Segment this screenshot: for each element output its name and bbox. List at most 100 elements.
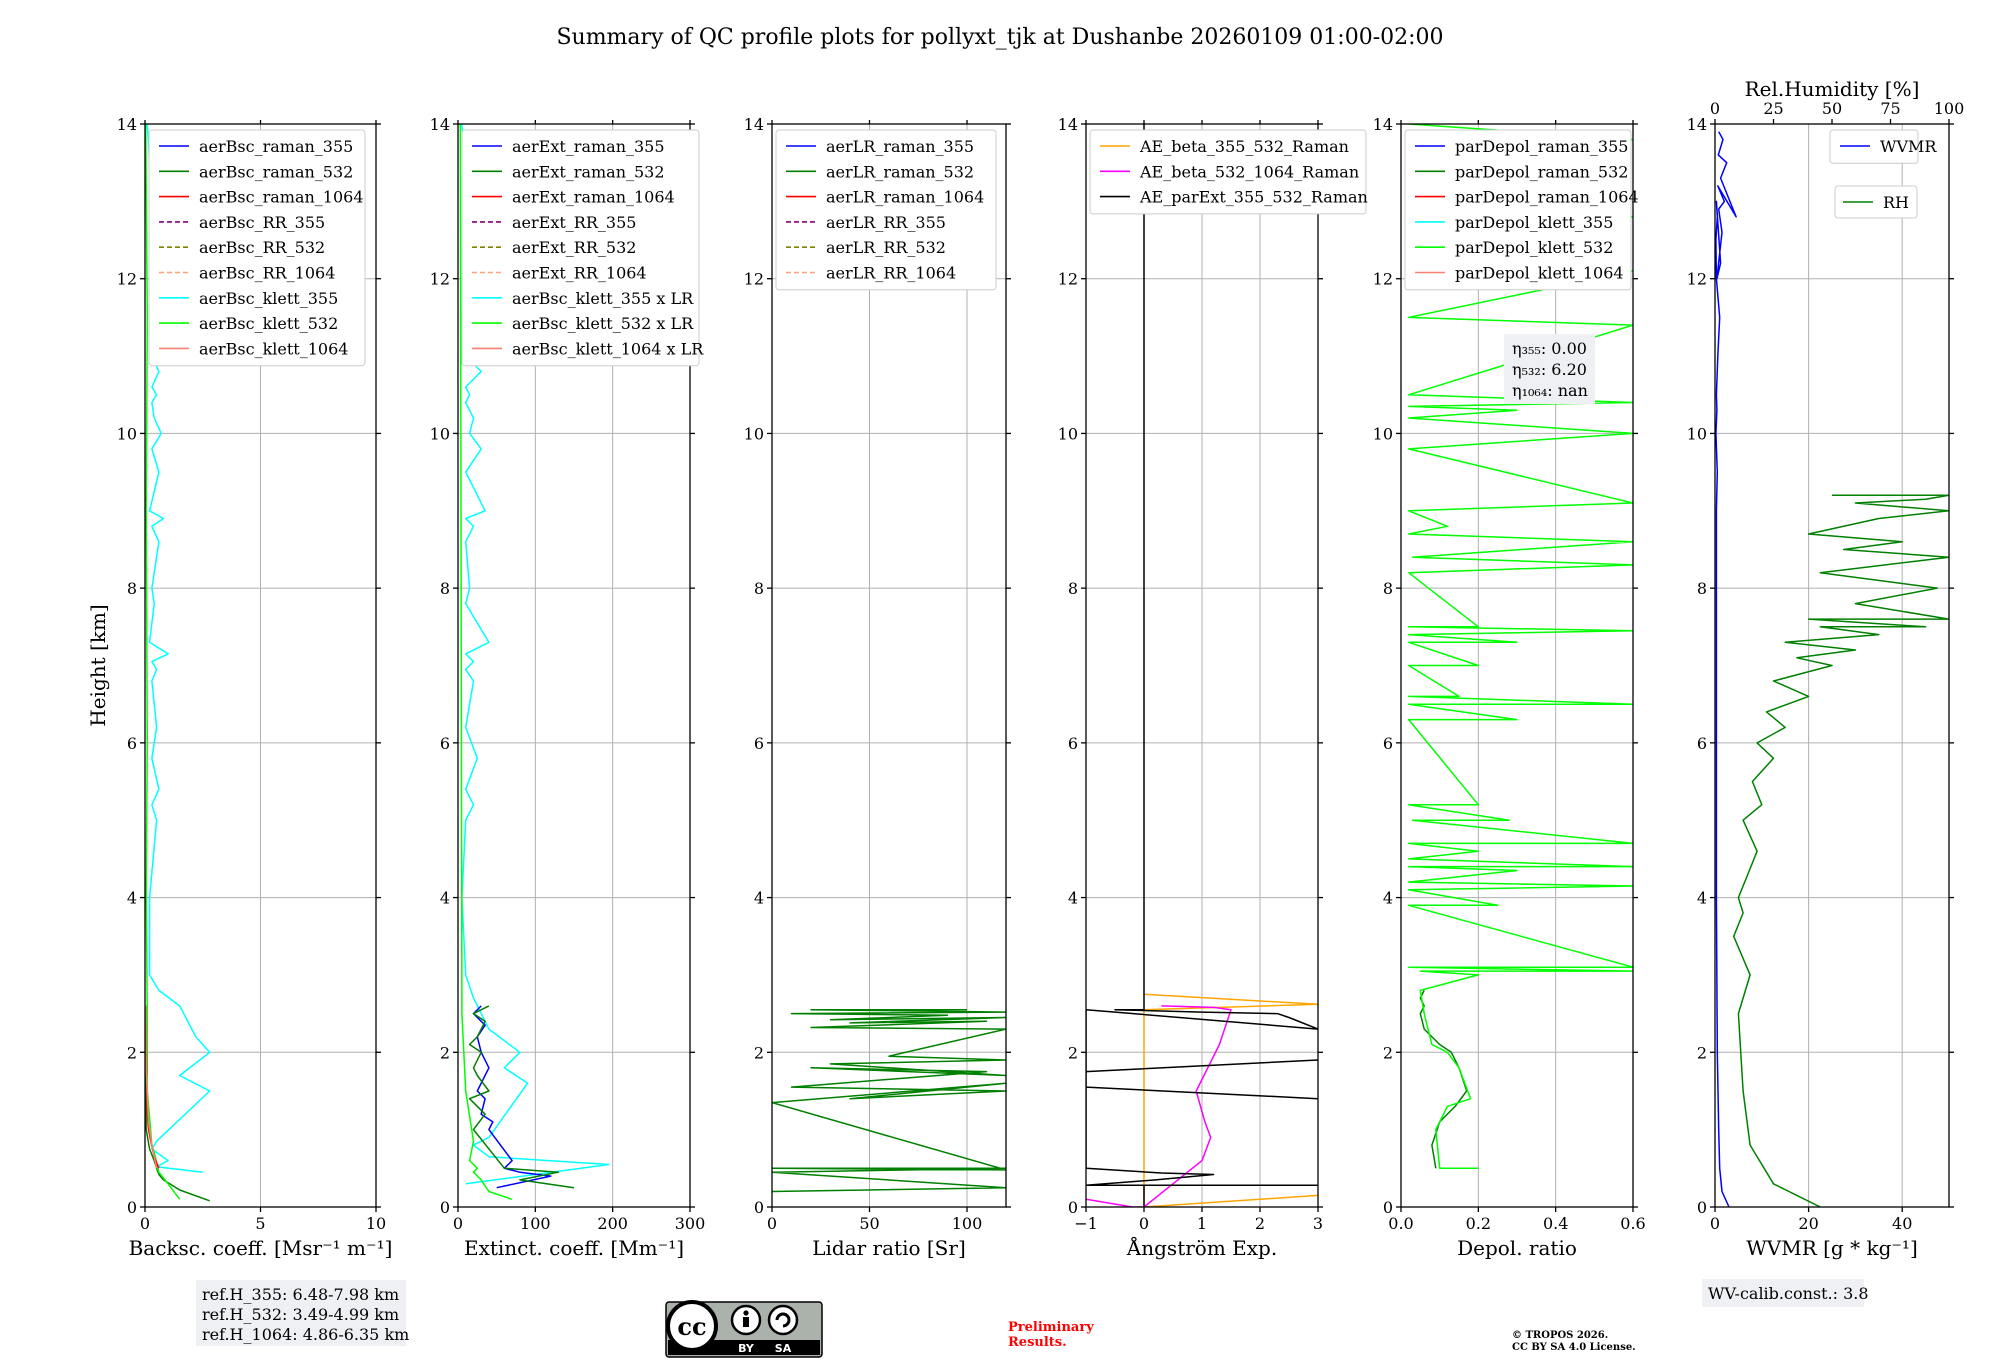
- legend-entry: aerBsc_klett_1064 x LR: [512, 339, 704, 358]
- legend-entry: aerBsc_raman_355: [199, 137, 353, 156]
- x-tick-label: 20: [1798, 1214, 1818, 1233]
- series-parDepol_klett_532: [1407, 124, 1633, 1170]
- x-tick-label: 0: [140, 1214, 150, 1233]
- panel-ext: 0 100 200 300 0 2 4 6 8 10 12 14 Extinct. coeff. [Mm…: [430, 115, 706, 1260]
- legend-entry: aerExt_raman_1064: [512, 188, 675, 207]
- ref-height-355: ref.H_355: 6.48-7.98 km: [202, 1285, 399, 1304]
- sa-logo-text: SA: [775, 1342, 792, 1355]
- series-group: [1086, 124, 1318, 1207]
- legend-entry: aerBsc_RR_532: [199, 238, 325, 257]
- legend-entry: aerLR_raman_1064: [826, 188, 984, 207]
- preliminary-label-2: Results.: [1008, 1335, 1067, 1350]
- legend-entry: aerExt_RR_355: [512, 213, 636, 232]
- y-tick-label: 6: [1383, 734, 1393, 753]
- y-tick-label: 12: [430, 270, 450, 289]
- legend-entry: aerExt_raman_355: [512, 137, 665, 156]
- panel-lr: 0 50 100 0 2 4 6 8 10 12 14 Lidar ratio [Sr] aerLR_r…: [744, 115, 1011, 1260]
- by-logo-text: BY: [738, 1342, 755, 1355]
- cc-by-sa-logo: cc BY SA: [665, 1300, 823, 1358]
- legend-entry: WVMR: [1880, 137, 1937, 156]
- series-WVMR: [1715, 131, 1737, 1207]
- y-axis-label: Height [km]: [86, 604, 110, 726]
- legend: parDepol_raman_355 parDepol_raman_532 parD…: [1404, 129, 1639, 291]
- y-tick-label: 2: [440, 1043, 450, 1062]
- y-tick-label: 0: [1068, 1198, 1078, 1217]
- legend-entry: aerBsc_klett_532: [199, 314, 338, 333]
- x2-axis-label: Rel.Humidity [%]: [1745, 77, 1920, 101]
- series-aerBsc_klett_355 x LR: [461, 124, 610, 1185]
- y-tick-label: 6: [754, 734, 764, 753]
- y-tick-label: 12: [117, 270, 137, 289]
- legend-entry: parDepol_raman_355: [1455, 137, 1628, 156]
- y-tick-label: 14: [117, 115, 137, 134]
- x-tick-label: 0: [453, 1214, 463, 1233]
- y-tick-label: 14: [1373, 115, 1393, 134]
- eta-value: η₃₅₅: 0.00: [1512, 339, 1587, 358]
- y-tick-label: 4: [1068, 889, 1078, 908]
- figure-title: Summary of QC profile plots for pollyxt_…: [556, 25, 1443, 50]
- legend-entry: AE_beta_532_1064_Raman: [1139, 162, 1359, 181]
- series-AE_beta_532_1064_Raman: [1086, 1005, 1232, 1207]
- legend-entry: aerExt_RR_1064: [512, 264, 647, 283]
- eta-box: [1504, 334, 1595, 404]
- y-tick-label: 2: [1383, 1043, 1393, 1062]
- y-tick-label: 4: [1383, 889, 1393, 908]
- legend: aerLR_raman_355 aerLR_raman_532 aerLR_rama…: [775, 129, 997, 291]
- wv-calibration-box: WV-calib.const.: 3.8: [1702, 1279, 1869, 1307]
- plot-frame: [457, 123, 691, 1208]
- y-tick-label: 2: [754, 1043, 764, 1062]
- legend-entry: aerBsc_RR_1064: [199, 264, 335, 283]
- x-tick-label: 0: [1710, 1214, 1720, 1233]
- x-tick-label: 0: [767, 1214, 777, 1233]
- y-tick-label: 4: [754, 889, 764, 908]
- x-axis-label: Depol. ratio: [1457, 1236, 1577, 1260]
- legend-entry: aerLR_raman_532: [826, 162, 974, 181]
- legend-box: [775, 129, 997, 291]
- legend-entry: aerBsc_klett_355: [199, 289, 338, 308]
- x-tick-label: 0: [1139, 1214, 1149, 1233]
- y-tick-label: 12: [1373, 270, 1393, 289]
- legend-entry: parDepol_klett_355: [1455, 213, 1613, 232]
- preliminary-label-1: Preliminary: [1008, 1320, 1094, 1335]
- legend-box: [1089, 129, 1367, 215]
- x-tick-label: 3: [1313, 1214, 1323, 1233]
- x-tick-label: 100: [952, 1214, 983, 1233]
- y-tick-label: 10: [1687, 424, 1707, 443]
- legend-entry: aerBsc_raman_1064: [199, 188, 364, 207]
- x-axis-label: Backsc. coeff. [Msr⁻¹ m⁻¹]: [129, 1236, 393, 1260]
- y-tick-label: 0: [754, 1198, 764, 1217]
- y-tick-label: 0: [440, 1198, 450, 1217]
- x-tick-label: 0.0: [1388, 1214, 1413, 1233]
- x-tick-label: 300: [675, 1214, 706, 1233]
- x2-tick-label: 0: [1710, 99, 1720, 118]
- y-tick-label: 2: [1068, 1043, 1078, 1062]
- y-tick-label: 8: [1383, 579, 1393, 598]
- y-tick-label: 8: [440, 579, 450, 598]
- cc-logo-text: cc: [677, 1312, 706, 1341]
- y-tick-label: 4: [1697, 889, 1707, 908]
- plot-frame: [1400, 123, 1634, 1208]
- legend-entry: aerBsc_raman_532: [199, 162, 353, 181]
- series-group: [145, 124, 211, 1202]
- series-parDepol_raman_532: [1419, 990, 1468, 1169]
- y-tick-label: 8: [1068, 579, 1078, 598]
- series-aerLR_raman_532: [772, 1008, 1006, 1193]
- y-tick-label: 10: [117, 424, 137, 443]
- y-tick-label: 6: [1068, 734, 1078, 753]
- y-tick-label: 10: [1058, 424, 1078, 443]
- legend-entry: aerExt_raman_532: [512, 162, 665, 181]
- y-tick-label: 2: [127, 1043, 137, 1062]
- series-group: [459, 124, 610, 1201]
- legend-entry: aerBsc_RR_355: [199, 213, 325, 232]
- legend2-entry: RH: [1883, 193, 1909, 212]
- x-tick-label: −1: [1074, 1214, 1098, 1233]
- y-tick-label: 4: [127, 889, 137, 908]
- y-tick-label: 10: [744, 424, 764, 443]
- y-tick-label: 10: [1373, 424, 1393, 443]
- legend: aerExt_raman_355 aerExt_raman_532 aerExt_r…: [461, 129, 704, 367]
- series-aerExt_raman_532: [468, 1005, 575, 1189]
- series-aerExt_raman_355: [472, 1005, 552, 1189]
- panel-depol: 0.0 0.2 0.4 0.6 0 2 4 6 8 10 12 14 Depol. ratio parDe…: [1373, 115, 1646, 1260]
- legend-entry: aerLR_RR_1064: [826, 264, 956, 283]
